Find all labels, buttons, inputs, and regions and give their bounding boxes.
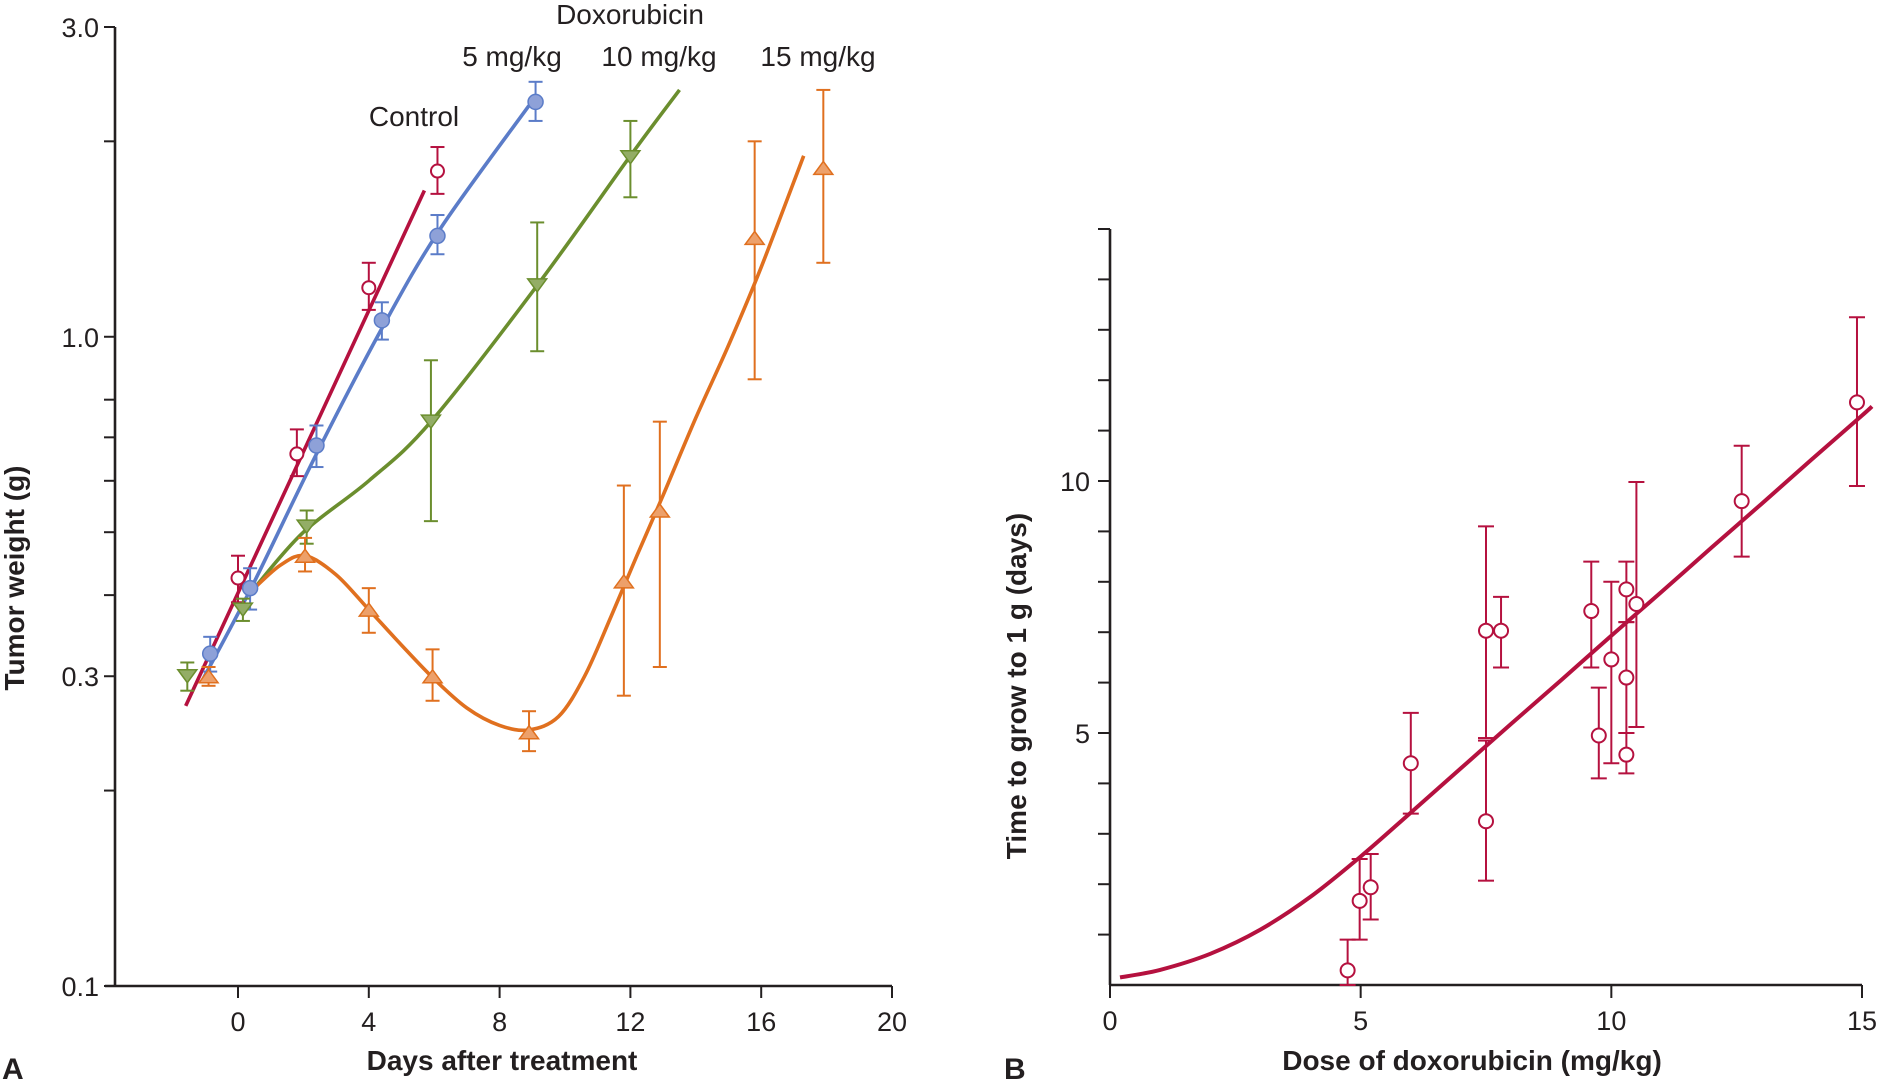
panel-b-fit-curve: [1119, 404, 1874, 980]
data-point-15-mg-kg: [197, 668, 220, 684]
data-point-5-mg-kg: [241, 579, 259, 597]
data-point-10-mg-kg: [295, 519, 318, 535]
data-point: [1583, 603, 1600, 620]
error-bar-15-mg-kg: [816, 88, 831, 264]
annotation-5-mg-kg: 5 mg/kg: [462, 41, 562, 72]
data-point: [1478, 622, 1494, 639]
data-point-control: [230, 570, 246, 586]
error-bar: [1478, 739, 1494, 882]
x-tick-label: 15: [1847, 1006, 1877, 1036]
x-tick-label: 0: [230, 1007, 245, 1037]
panel-a-error-bars: [180, 80, 831, 753]
x-tick-label: 10: [1596, 1006, 1626, 1036]
data-point: [1848, 394, 1865, 411]
data-point-5-mg-kg: [308, 437, 325, 454]
panel-b-y-ticks: 5 10: [1060, 228, 1110, 936]
data-point-control: [361, 280, 377, 296]
data-point-10-mg-kg: [419, 414, 442, 430]
data-point: [1478, 813, 1494, 830]
data-point-10-mg-kg: [231, 602, 254, 618]
data-point-5-mg-kg: [201, 645, 219, 662]
data-point-15-mg-kg: [612, 573, 635, 589]
error-bar-10-mg-kg: [423, 359, 438, 523]
data-point: [1493, 622, 1510, 639]
panel-b-label: B: [1004, 1053, 1026, 1086]
panel-b: 5 10 0 5 10 15 Time to grow to 1 g (days) Do…: [1001, 228, 1877, 1086]
y-tick-label: 0.1: [61, 972, 99, 1002]
data-point: [1362, 879, 1379, 896]
data-point-15-mg-kg: [357, 601, 380, 617]
data-point-control: [289, 446, 305, 462]
x-tick-label: 16: [746, 1007, 776, 1037]
data-point: [1628, 595, 1645, 612]
data-point-10-mg-kg: [526, 278, 549, 294]
annotation-10-mg-kg: 10 mg/kg: [601, 41, 716, 72]
panel-b-error-bars: [1339, 316, 1865, 986]
fit-curve-10-mg-kg: [252, 88, 681, 590]
x-tick-label: 5: [1353, 1006, 1368, 1036]
y-tick-label: 3.0: [61, 13, 99, 43]
x-tick-label: 20: [877, 1007, 907, 1037]
data-point-15-mg-kg: [421, 668, 444, 684]
data-point: [1339, 962, 1356, 979]
data-point: [1618, 581, 1635, 598]
panel-a-x-axis-title: Days after treatment: [367, 1045, 638, 1076]
panel-b-x-ticks: 0 5 10 15: [1102, 985, 1877, 1036]
x-tick-label: 0: [1102, 1006, 1117, 1036]
y-tick-label: 0.3: [61, 662, 99, 692]
panel-b-x-axis-title: Dose of doxorubicin (mg/kg): [1282, 1045, 1662, 1076]
panel-a-label: A: [2, 1053, 24, 1086]
y-tick-label: 1.0: [61, 323, 99, 353]
fit-curve-control: [184, 189, 427, 707]
data-point-5-mg-kg: [527, 93, 544, 111]
data-point: [1733, 493, 1750, 510]
fit-curve: [1119, 404, 1874, 980]
panel-b-y-axis-title: Time to grow to 1 g (days): [1001, 513, 1032, 859]
y-tick-label: 5: [1075, 719, 1090, 749]
panel-a: 0.10.31.03.0 0 4 8 12 16 20 Tumor weight (g) …: [0, 0, 907, 1086]
data-point-5-mg-kg: [373, 312, 391, 329]
panel-a-y-ticks: 0.1 0.3 1.0 3.0: [61, 13, 115, 1002]
data-point-15-mg-kg: [648, 502, 671, 518]
annotation-doxorubicin: Doxorubicin: [556, 0, 704, 30]
fit-curve-15-mg-kg: [253, 155, 806, 733]
data-point-control: [429, 163, 445, 179]
x-tick-label: 4: [361, 1007, 376, 1037]
data-point-10-mg-kg: [619, 150, 642, 166]
panel-b-markers: [1339, 394, 1865, 979]
data-point-15-mg-kg: [743, 230, 766, 246]
panel-a-y-axis-title: Tumor weight (g): [0, 466, 30, 691]
panel-a-x-ticks: 0 4 8 12 16 20: [230, 986, 907, 1037]
data-point-10-mg-kg: [176, 668, 199, 685]
data-point-15-mg-kg: [812, 160, 835, 176]
data-point: [1603, 651, 1620, 668]
y-tick-label: 10: [1060, 467, 1090, 497]
data-point-5-mg-kg: [429, 227, 446, 245]
x-tick-label: 8: [492, 1007, 507, 1037]
error-bar-15-mg-kg: [616, 484, 631, 697]
error-bar: [1603, 580, 1620, 765]
annotation-15-mg-kg: 15 mg/kg: [760, 41, 875, 72]
data-point: [1618, 746, 1635, 763]
annotation-control: Control: [369, 101, 459, 132]
error-bar-15-mg-kg: [747, 140, 762, 381]
data-point: [1618, 669, 1635, 686]
panel-a-markers: [176, 93, 835, 740]
x-tick-label: 12: [615, 1007, 645, 1037]
data-point-15-mg-kg: [294, 547, 317, 563]
data-point: [1351, 892, 1368, 909]
data-point: [1590, 727, 1607, 744]
panel-a-fit-curves: [184, 88, 806, 733]
data-point: [1402, 755, 1419, 772]
data-point-15-mg-kg: [518, 724, 541, 740]
error-bar-15-mg-kg: [652, 420, 667, 668]
